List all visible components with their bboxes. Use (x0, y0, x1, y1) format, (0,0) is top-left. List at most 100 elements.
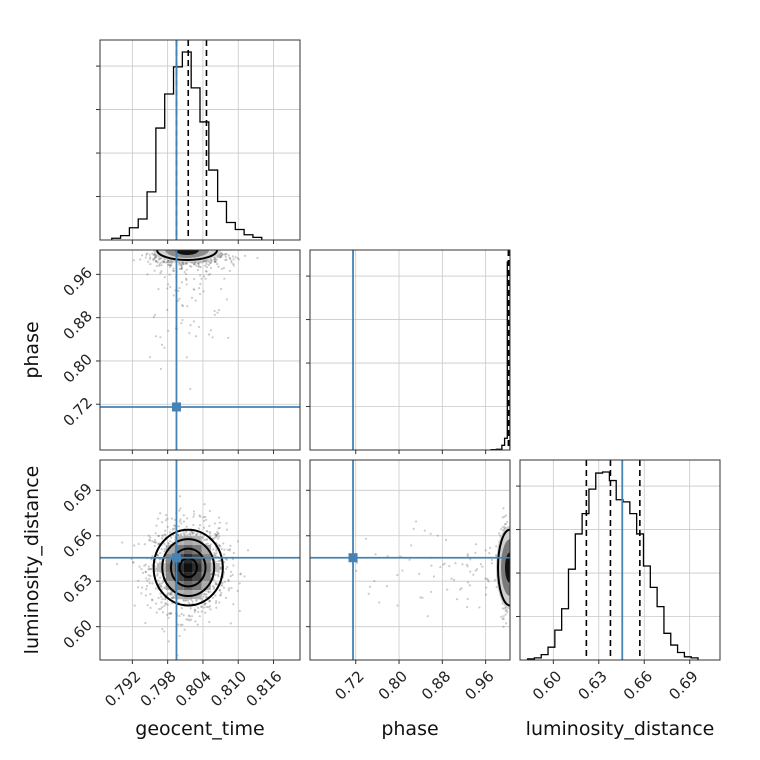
scatter-point (177, 623, 180, 626)
scatter-point (205, 605, 209, 609)
scatter-point (182, 514, 185, 517)
scatter-point (204, 259, 208, 262)
scatter-point (161, 534, 164, 537)
scatter-point (479, 563, 482, 566)
scatter-point (155, 264, 158, 268)
scatter-point (498, 534, 502, 537)
scatter-point (180, 612, 183, 616)
density-cell (165, 545, 175, 555)
scatter-point (178, 495, 182, 498)
scatter-point (193, 277, 196, 281)
scatter-point (144, 577, 148, 580)
truth-2-0 (100, 460, 300, 660)
scatter-point (154, 587, 157, 590)
scatter-point (155, 541, 158, 544)
scatter-point (226, 548, 229, 551)
scatter-point (144, 594, 147, 597)
scatter-point (486, 577, 489, 580)
scatter-point (148, 577, 151, 581)
scatter-point (193, 513, 196, 516)
scatter-point (208, 273, 212, 276)
scatter-point (190, 296, 194, 299)
tick-label-x-geocent_time: 0.792 (101, 667, 144, 710)
scatter-point (166, 517, 169, 520)
tick-label-x-geocent_time: 0.804 (172, 667, 215, 710)
scatter-point (148, 355, 152, 359)
scatter-point (192, 523, 195, 527)
scatter-point (163, 630, 166, 633)
scatter-point (231, 573, 234, 577)
scatter-point (207, 591, 210, 594)
scatter-point (215, 606, 218, 609)
scatter-point (236, 589, 239, 592)
density-cell (192, 581, 202, 591)
scatter-point (204, 270, 208, 273)
scatter-point (219, 256, 222, 259)
scatter-point (166, 613, 169, 616)
scatter-point (487, 580, 490, 583)
tick-label-x-luminosity_distance: 0.66 (620, 667, 656, 703)
scatter-point (221, 253, 224, 256)
scatter-point (243, 575, 246, 578)
scatter-point (189, 387, 192, 391)
density-phase-vs-distance (496, 525, 510, 610)
scatter-point (236, 256, 239, 260)
scatter-point (159, 552, 162, 555)
histogram-step (526, 471, 699, 660)
scatter-point (138, 565, 141, 568)
scatter-point (455, 598, 459, 601)
scatter-point (178, 261, 181, 264)
scatter-point (166, 263, 170, 266)
scatter-point (172, 595, 175, 598)
scatter-point (368, 585, 372, 588)
scatter-point (161, 537, 164, 540)
scatter-point (207, 606, 210, 609)
tick-label-x-luminosity_distance: 0.60 (529, 667, 565, 703)
panel-frame-0-0 (99, 39, 301, 241)
scatter-point (466, 605, 469, 609)
scatter-point (215, 533, 218, 537)
scatter-point (206, 542, 209, 545)
scatter-point (144, 563, 147, 566)
scatter-point (185, 262, 189, 265)
scatter-point (158, 561, 161, 564)
scatter-point (214, 533, 217, 537)
scatter-point (184, 262, 187, 266)
scatter-point (418, 572, 421, 576)
scatter-point (151, 582, 154, 585)
scatter-point (201, 536, 205, 539)
scatter-point (180, 281, 184, 284)
scatter-point (148, 567, 151, 571)
scatter-point (186, 618, 190, 621)
scatter-point (164, 603, 168, 606)
scatter-point (183, 533, 186, 536)
scatter-point (159, 336, 162, 339)
scatter-point (159, 607, 163, 610)
scatter-point (208, 530, 211, 534)
density-layer (152, 250, 510, 610)
scatter-point (213, 313, 216, 317)
scatter-point (213, 532, 217, 536)
scatter-point (185, 268, 188, 272)
scatter-point (180, 607, 183, 610)
scatter-point (156, 261, 159, 264)
scatter-point (230, 570, 233, 573)
scatter-point (472, 573, 475, 576)
scatter-point (163, 604, 166, 607)
scatter-point (157, 257, 160, 261)
axis-label-x-luminosity_distance: luminosity_distance (526, 718, 715, 740)
scatter-point (214, 560, 218, 564)
scatter-point (166, 260, 169, 264)
scatter-point (185, 356, 188, 359)
scatter-point (199, 282, 202, 285)
scatter-point (209, 329, 212, 332)
scatter-point (152, 258, 155, 261)
grid-2-2 (520, 460, 720, 660)
scatter-point (246, 549, 250, 552)
scatter-point (200, 605, 203, 609)
scatter-point (178, 261, 181, 265)
histogram-step (111, 51, 263, 240)
scatter-point (198, 523, 202, 527)
scatter-point (144, 570, 147, 574)
scatter-point (187, 614, 190, 617)
